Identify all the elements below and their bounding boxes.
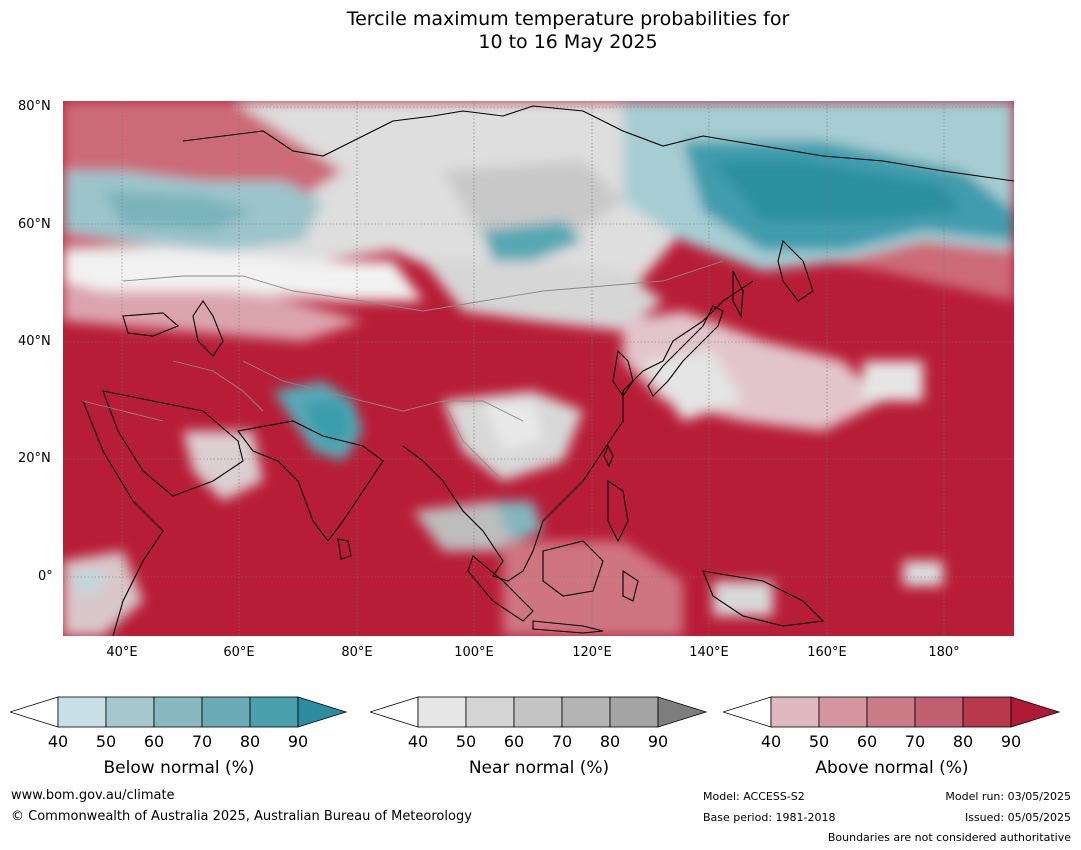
tick-label: 70: [551, 732, 573, 751]
colorbar-segment: [818, 696, 868, 728]
colorbar-segment: [770, 696, 820, 728]
tick-label: 50: [808, 732, 830, 751]
lat-label-40n: 40°N: [18, 334, 51, 349]
colorbar-near-normal: [370, 694, 708, 730]
colorbar-segment: [249, 696, 299, 728]
colorbar-segment: [465, 696, 515, 728]
tick-label: 60: [503, 732, 525, 751]
tick-label: 50: [455, 732, 477, 751]
chart-title: Tercile maximum temperature probabilitie…: [0, 8, 1081, 54]
colorbar-above-normal: [723, 694, 1061, 730]
lat-label-60n: 60°N: [18, 217, 51, 232]
tick-label: 60: [143, 732, 165, 751]
tick-label: 90: [647, 732, 669, 751]
colorbar-extend-high: [297, 696, 348, 728]
lon-label-100e: 100°E: [454, 645, 494, 660]
tick-label: 80: [239, 732, 261, 751]
tick-label: 70: [191, 732, 213, 751]
tick-label: 50: [95, 732, 117, 751]
forecast-map: [63, 101, 1014, 636]
colorbar-segment: [962, 696, 1012, 728]
colorbar-segment: [57, 696, 107, 728]
colorbar-segment: [561, 696, 611, 728]
colorbar-segment: [105, 696, 155, 728]
colorbar-above-title: Above normal (%): [815, 758, 969, 778]
model-run-text: Model run: 03/05/2025: [945, 790, 1071, 803]
colorbar-extend-high: [1010, 696, 1061, 728]
colorbar-below-normal: [10, 694, 348, 730]
tick-label: 70: [904, 732, 926, 751]
tick-label: 40: [760, 732, 782, 751]
lat-label-0: 0°: [38, 569, 53, 584]
colorbar-near-title: Near normal (%): [468, 758, 610, 778]
probability-fields: [63, 101, 1014, 636]
colorbar-segment: [201, 696, 251, 728]
country-borders: [82, 260, 724, 482]
lon-label-180: 180°: [928, 645, 960, 660]
copyright-text: © Commonwealth of Australia 2025, Austra…: [11, 809, 472, 824]
lon-label-40e: 40°E: [106, 645, 138, 660]
tick-label: 80: [952, 732, 974, 751]
lat-label-80n: 80°N: [18, 99, 51, 114]
colorbar-segment: [609, 696, 659, 728]
tick-label: 60: [856, 732, 878, 751]
title-line-2: 10 to 16 May 2025: [478, 31, 658, 53]
tick-label: 40: [47, 732, 69, 751]
colorbar-extend-low: [10, 696, 59, 728]
colorbar-below-title: Below normal (%): [103, 758, 255, 778]
lat-label-20n: 20°N: [18, 451, 51, 466]
colorbar-segment: [153, 696, 203, 728]
model-text: Model: ACCESS-S2: [703, 790, 805, 803]
base-period-text: Base period: 1981-2018: [703, 811, 836, 824]
tick-label: 80: [599, 732, 621, 751]
boundaries-disclaimer: Boundaries are not considered authoritat…: [827, 831, 1071, 844]
colorbar-segment: [866, 696, 916, 728]
lon-label-60e: 60°E: [223, 645, 255, 660]
issued-text: Issued: 05/05/2025: [964, 811, 1071, 824]
lon-label-160e: 160°E: [807, 645, 847, 660]
title-line-1: Tercile maximum temperature probabilitie…: [346, 8, 790, 30]
tick-label: 40: [407, 732, 429, 751]
lon-label-120e: 120°E: [572, 645, 612, 660]
colorbar-extend-high: [657, 696, 708, 728]
lon-label-80e: 80°E: [341, 645, 373, 660]
colorbar-extend-low: [723, 696, 772, 728]
colorbar-segment: [417, 696, 467, 728]
colorbar-extend-low: [370, 696, 419, 728]
graticule: [63, 101, 1014, 636]
tick-label: 90: [287, 732, 309, 751]
colorbar-segment: [513, 696, 563, 728]
tick-label: 90: [1000, 732, 1022, 751]
lon-label-140e: 140°E: [689, 645, 729, 660]
coastlines: [82, 105, 1014, 636]
website-text: www.bom.gov.au/climate: [11, 788, 175, 803]
colorbar-segment: [914, 696, 964, 728]
